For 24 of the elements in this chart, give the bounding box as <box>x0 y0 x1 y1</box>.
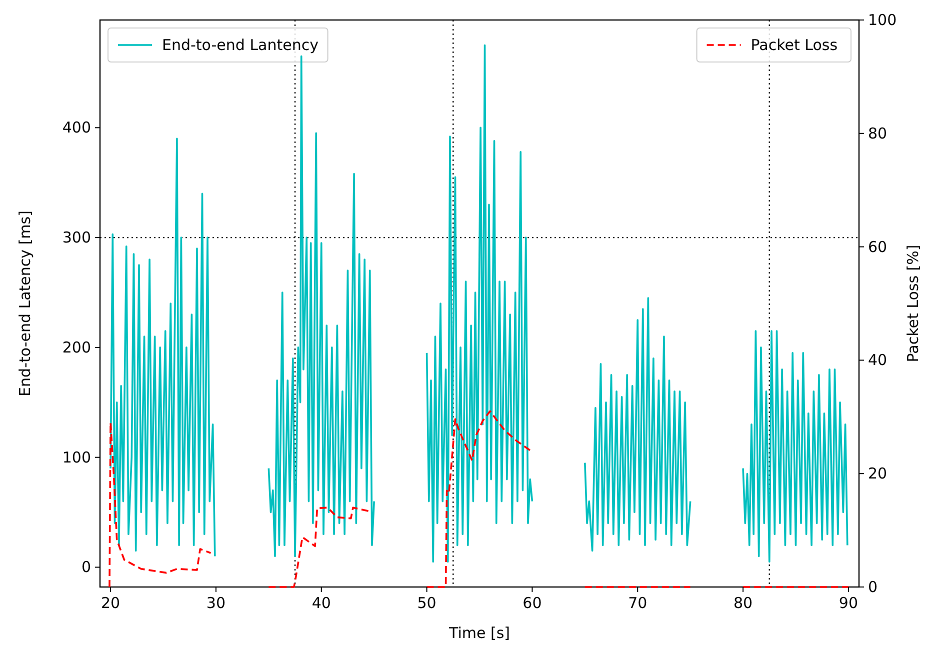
y2-tick-label: 0 <box>868 578 878 596</box>
y2-tick-label: 100 <box>868 11 897 29</box>
legend-label: End-to-end Lantency <box>162 36 319 54</box>
legend-label: Packet Loss <box>750 36 838 54</box>
x-tick-label: 60 <box>522 594 542 612</box>
y2-tick-label: 60 <box>868 238 888 256</box>
x-tick-label: 30 <box>206 594 226 612</box>
y2-tick-label: 40 <box>868 351 888 370</box>
y-tick-label: 400 <box>62 118 91 137</box>
x-tick-label: 40 <box>312 594 331 612</box>
y2-tick-label: 20 <box>868 464 888 483</box>
x-tick-label: 80 <box>733 594 753 612</box>
y-tick-label: 200 <box>62 338 91 356</box>
y2-tick-label: 80 <box>868 124 888 142</box>
y-tick-label: 100 <box>62 448 91 466</box>
x-tick-label: 50 <box>417 594 436 612</box>
y-tick-label: 0 <box>81 558 91 576</box>
x-tick-label: 70 <box>628 594 648 612</box>
x-tick-label: 20 <box>100 594 120 612</box>
x-tick-label: 90 <box>838 594 858 612</box>
y-tick-label: 300 <box>62 228 91 247</box>
y2-axis-title: Packet Loss [%] <box>904 244 922 362</box>
y-axis-title: End-to-end Latency [ms] <box>16 210 34 396</box>
x-axis-title: Time [s] <box>448 624 510 642</box>
